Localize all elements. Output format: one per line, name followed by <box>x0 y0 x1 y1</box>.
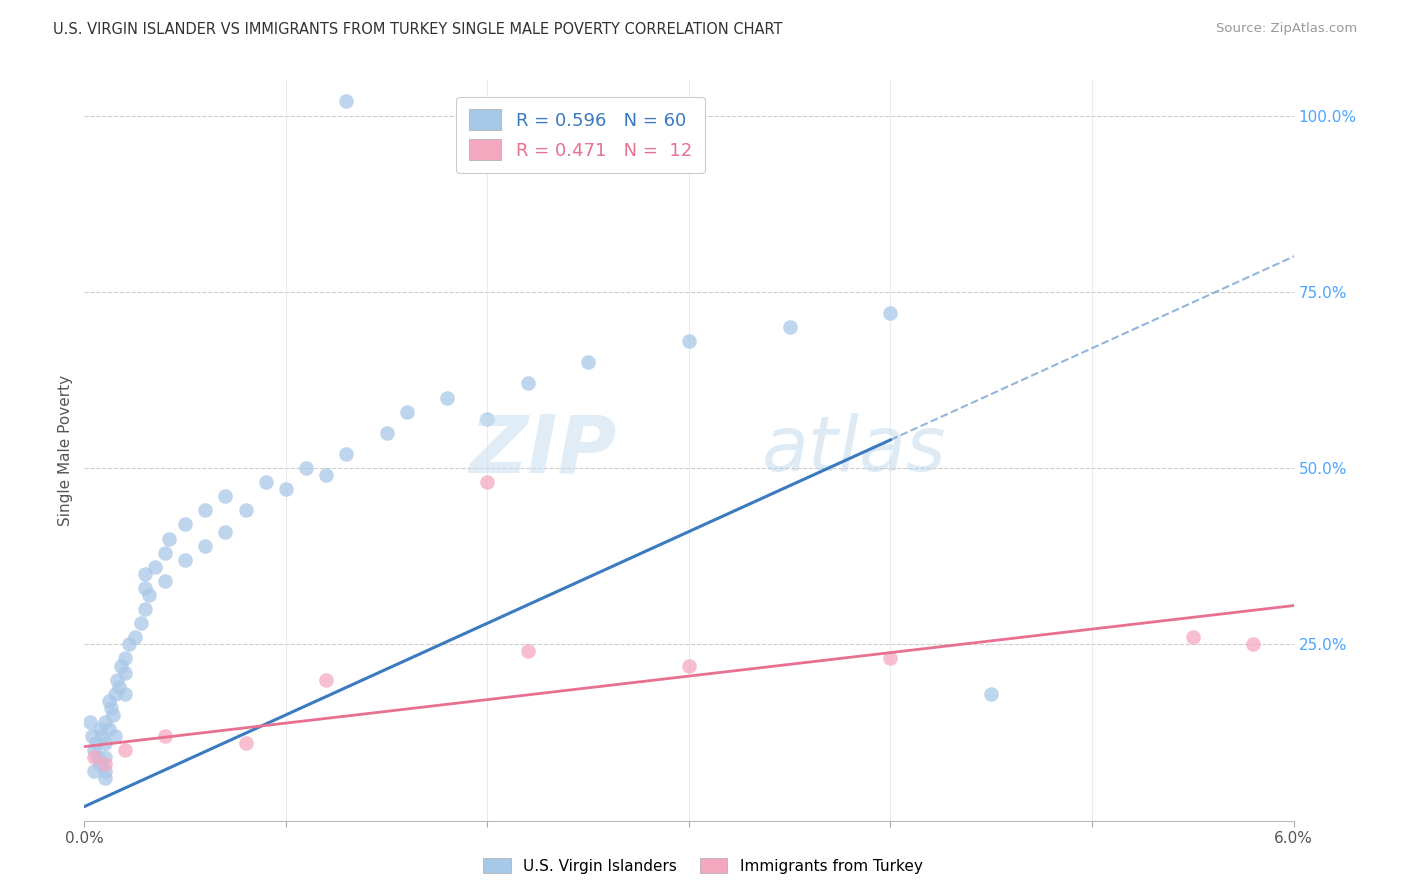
Point <box>274 482 297 496</box>
Point <box>335 95 357 109</box>
Point <box>194 503 217 517</box>
Point <box>678 334 700 348</box>
Point <box>678 658 700 673</box>
Point <box>395 405 418 419</box>
Point <box>82 729 104 743</box>
Point <box>101 707 124 722</box>
Point <box>295 461 318 475</box>
Point <box>477 475 499 490</box>
Point <box>153 546 176 560</box>
Point <box>87 750 110 764</box>
Point <box>516 376 538 391</box>
Point <box>235 503 257 517</box>
Point <box>214 489 236 503</box>
Legend: R = 0.596   N = 60, R = 0.471   N =  12: R = 0.596 N = 60, R = 0.471 N = 12 <box>456 96 704 173</box>
Legend: U.S. Virgin Islanders, Immigrants from Turkey: U.S. Virgin Islanders, Immigrants from T… <box>477 852 929 880</box>
Point <box>86 736 108 750</box>
Point <box>143 559 166 574</box>
Point <box>97 694 120 708</box>
Point <box>89 722 111 736</box>
Point <box>104 729 127 743</box>
Point <box>174 517 197 532</box>
Point <box>79 714 101 729</box>
Point <box>194 539 217 553</box>
Point <box>93 750 115 764</box>
Point <box>254 475 277 490</box>
Point <box>105 673 128 687</box>
Point <box>779 320 801 334</box>
Point <box>129 616 152 631</box>
Point <box>153 729 176 743</box>
Point <box>104 687 127 701</box>
Point <box>134 602 156 616</box>
Point <box>315 673 337 687</box>
Point <box>93 764 115 779</box>
Point <box>174 553 197 567</box>
Point <box>89 757 111 772</box>
Point <box>91 729 114 743</box>
Point <box>879 651 901 665</box>
Point <box>83 750 105 764</box>
Point <box>477 411 499 425</box>
Point <box>107 680 129 694</box>
Point <box>516 644 538 658</box>
Point <box>114 665 136 680</box>
Point <box>134 566 156 581</box>
Text: Source: ZipAtlas.com: Source: ZipAtlas.com <box>1216 22 1357 36</box>
Point <box>980 687 1002 701</box>
Point <box>93 736 115 750</box>
Point <box>97 722 120 736</box>
Point <box>576 355 599 369</box>
Point <box>114 687 136 701</box>
Point <box>335 447 357 461</box>
Y-axis label: Single Male Poverty: Single Male Poverty <box>58 375 73 526</box>
Point <box>436 391 458 405</box>
Point <box>138 588 160 602</box>
Text: U.S. VIRGIN ISLANDER VS IMMIGRANTS FROM TURKEY SINGLE MALE POVERTY CORRELATION C: U.S. VIRGIN ISLANDER VS IMMIGRANTS FROM … <box>53 22 783 37</box>
Point <box>375 425 398 440</box>
Point <box>93 757 115 772</box>
Point <box>83 743 105 757</box>
Point <box>83 764 105 779</box>
Point <box>157 532 180 546</box>
Point <box>93 714 115 729</box>
Point <box>110 658 132 673</box>
Point <box>114 743 136 757</box>
Point <box>315 468 337 483</box>
Point <box>134 581 156 595</box>
Point <box>214 524 236 539</box>
Point <box>124 630 146 644</box>
Point <box>235 736 257 750</box>
Text: ZIP: ZIP <box>470 411 616 490</box>
Point <box>1181 630 1204 644</box>
Point <box>879 306 901 320</box>
Point <box>118 637 141 651</box>
Text: atlas: atlas <box>762 414 946 487</box>
Point <box>100 701 122 715</box>
Point <box>93 772 115 786</box>
Point <box>153 574 176 588</box>
Point <box>1241 637 1264 651</box>
Point <box>114 651 136 665</box>
